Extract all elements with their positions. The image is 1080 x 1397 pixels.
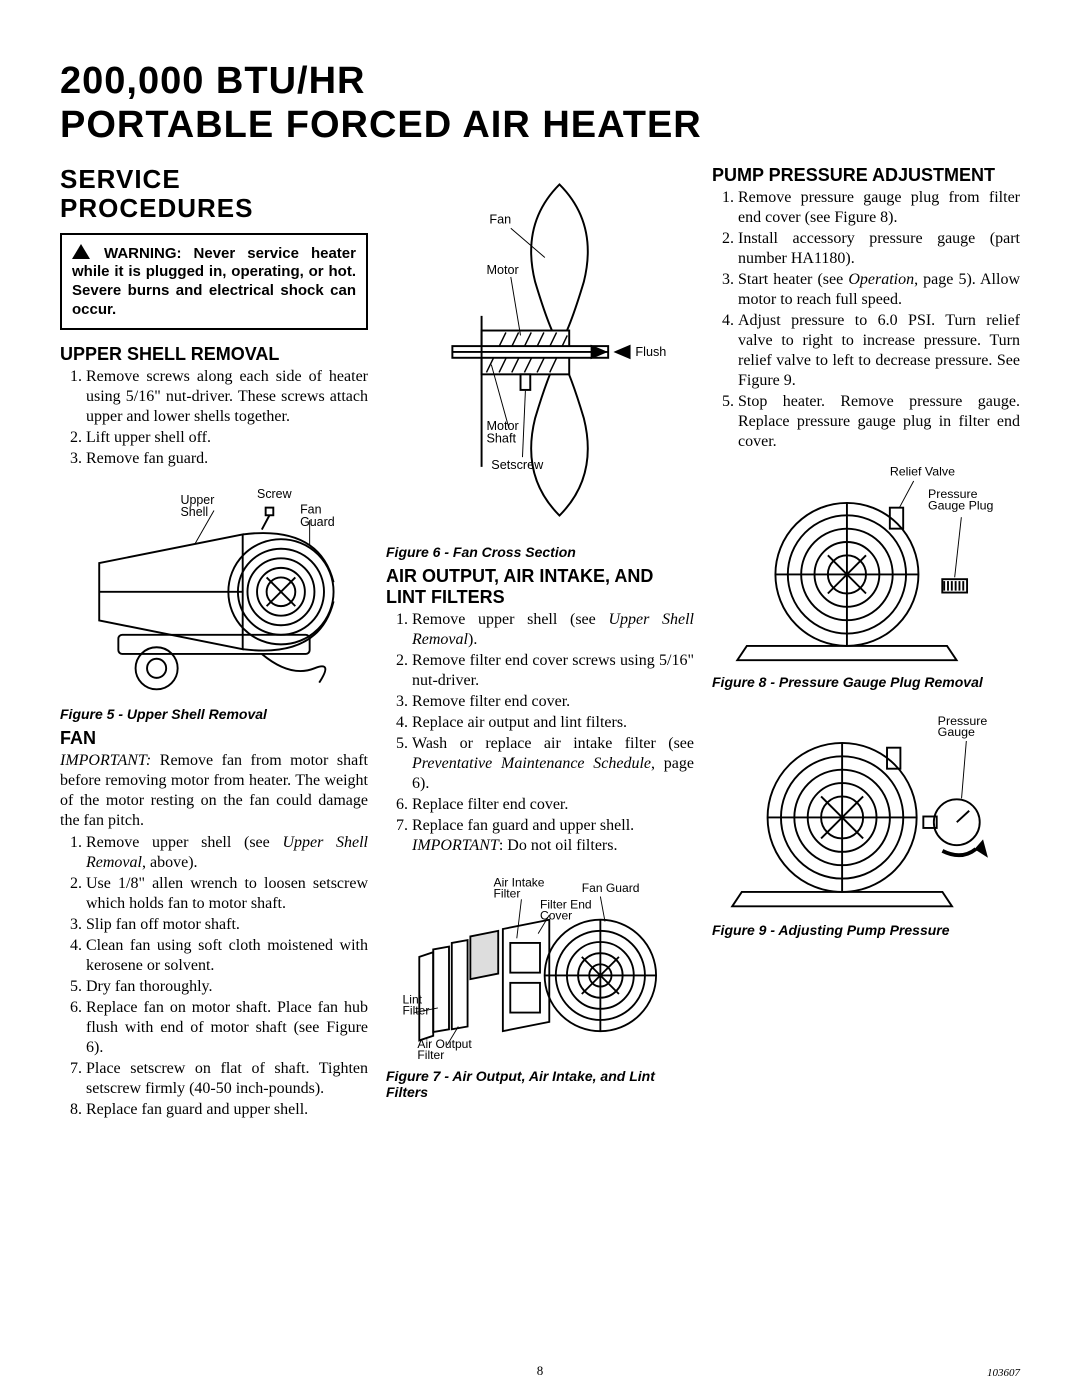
fan-important: IMPORTANT: Remove fan from motor shaft b…: [60, 751, 368, 831]
page-title: 200,000 BTU/HR PORTABLE FORCED AIR HEATE…: [60, 60, 1020, 147]
list-item: Install accessory pressure gauge (part n…: [738, 229, 1020, 269]
figure-6-caption: Figure 6 - Fan Cross Section: [386, 544, 694, 560]
figure-8-caption: Figure 8 - Pressure Gauge Plug Removal: [712, 674, 1020, 690]
fig7-label-lint: LintFilter: [403, 993, 430, 1018]
list-item: Replace fan guard and upper shell.: [86, 1100, 368, 1120]
list-item: Replace fan on motor shaft. Place fan hu…: [86, 998, 368, 1058]
figure-7-caption: Figure 7 - Air Output, Air Intake, and L…: [386, 1068, 694, 1100]
column-2: Fan Motor Flush MotorShaft Setscrew Figu…: [386, 165, 694, 1120]
title-line-2: PORTABLE FORCED AIR HEATER: [60, 104, 1020, 148]
pump-heading: PUMP PRESSURE ADJUSTMENT: [712, 165, 1020, 186]
list-item: Place setscrew on flat of shaft. Tighten…: [86, 1059, 368, 1099]
fig5-label-upper-shell: UpperShell: [181, 492, 215, 518]
fig6-label-setscrew: Setscrew: [491, 458, 544, 472]
list-item: Lift upper shell off.: [86, 428, 368, 448]
page-number: 8: [537, 1363, 544, 1379]
service-procedures-heading: SERVICE PROCEDURES: [60, 165, 368, 222]
list-item: Wash or replace air intake filter (see P…: [412, 734, 694, 794]
figure-6: Fan Motor Flush MotorShaft Setscrew: [386, 165, 694, 540]
list-item: Replace fan guard and upper shell.IMPORT…: [412, 816, 694, 856]
list-item: Remove filter end cover screws using 5/1…: [412, 651, 694, 691]
figure-8: Relief Valve PressureGauge Plug: [712, 460, 1020, 670]
fig5-label-screw: Screw: [257, 487, 292, 501]
fig6-label-fan: Fan: [489, 213, 511, 227]
list-item: Dry fan thoroughly.: [86, 977, 368, 997]
upper-shell-steps: Remove screws along each side of heater …: [60, 367, 368, 469]
list-item: Remove screws along each side of heater …: [86, 367, 368, 427]
air-steps: Remove upper shell (see Upper Shell Remo…: [386, 610, 694, 856]
fig6-label-motor-shaft: MotorShaft: [486, 419, 518, 446]
figure-9-caption: Figure 9 - Adjusting Pump Pressure: [712, 922, 1020, 938]
fig7-label-air-intake: Air IntakeFilter: [494, 876, 545, 901]
figure-9: PressureGauge: [712, 698, 1020, 918]
fig7-label-fan-guard: Fan Guard: [582, 881, 640, 895]
list-item: Remove upper shell (see Upper Shell Remo…: [86, 833, 368, 873]
column-3: PUMP PRESSURE ADJUSTMENT Remove pressure…: [712, 165, 1020, 1120]
fig7-label-air-output: Air OutputFilter: [417, 1037, 472, 1059]
title-line-1: 200,000 BTU/HR: [60, 60, 1020, 104]
fig5-label-fan-guard: FanGuard: [300, 502, 335, 528]
air-heading: AIR OUTPUT, AIR INTAKE, AND LINT FILTERS: [386, 566, 694, 608]
fig6-label-motor: Motor: [486, 263, 518, 277]
warning-box: WARNING: Never service heater while it i…: [60, 233, 368, 330]
list-item: Remove fan guard.: [86, 449, 368, 469]
document-id: 103607: [987, 1367, 1020, 1379]
list-item: Start heater (see Operation, page 5). Al…: [738, 270, 1020, 310]
figure-5: UpperShell Screw FanGuard: [60, 477, 368, 702]
fig8-label-plug: PressureGauge Plug: [928, 488, 993, 513]
fig8-label-relief-valve: Relief Valve: [890, 465, 955, 479]
figure-7: Air IntakeFilter Fan Guard Filter EndCov…: [386, 864, 694, 1064]
list-item: Remove filter end cover.: [412, 692, 694, 712]
list-item: Remove pressure gauge plug from filter e…: [738, 188, 1020, 228]
list-item: Replace air output and lint filters.: [412, 713, 694, 733]
warning-text: WARNING: Never service heater while it i…: [72, 245, 356, 318]
column-1: SERVICE PROCEDURES WARNING: Never servic…: [60, 165, 368, 1120]
fig7-label-filter-end: Filter EndCover: [540, 898, 592, 923]
fan-steps: Remove upper shell (see Upper Shell Remo…: [60, 833, 368, 1120]
upper-shell-heading: UPPER SHELL REMOVAL: [60, 344, 368, 365]
fig6-label-flush: Flush: [635, 345, 666, 359]
warning-icon: [72, 244, 90, 259]
list-item: Adjust pressure to 6.0 PSI. Turn relief …: [738, 311, 1020, 391]
fan-heading: FAN: [60, 728, 368, 749]
list-item: Stop heater. Remove pressure gauge. Repl…: [738, 392, 1020, 452]
list-item: Use 1/8" allen wrench to loosen setscrew…: [86, 874, 368, 914]
figure-5-caption: Figure 5 - Upper Shell Removal: [60, 706, 368, 722]
list-item: Remove upper shell (see Upper Shell Remo…: [412, 610, 694, 650]
list-item: Replace filter end cover.: [412, 795, 694, 815]
list-item: Clean fan using soft cloth moistened wit…: [86, 936, 368, 976]
fig9-label-gauge: PressureGauge: [938, 714, 988, 739]
pump-steps: Remove pressure gauge plug from filter e…: [712, 188, 1020, 452]
list-item: Slip fan off motor shaft.: [86, 915, 368, 935]
